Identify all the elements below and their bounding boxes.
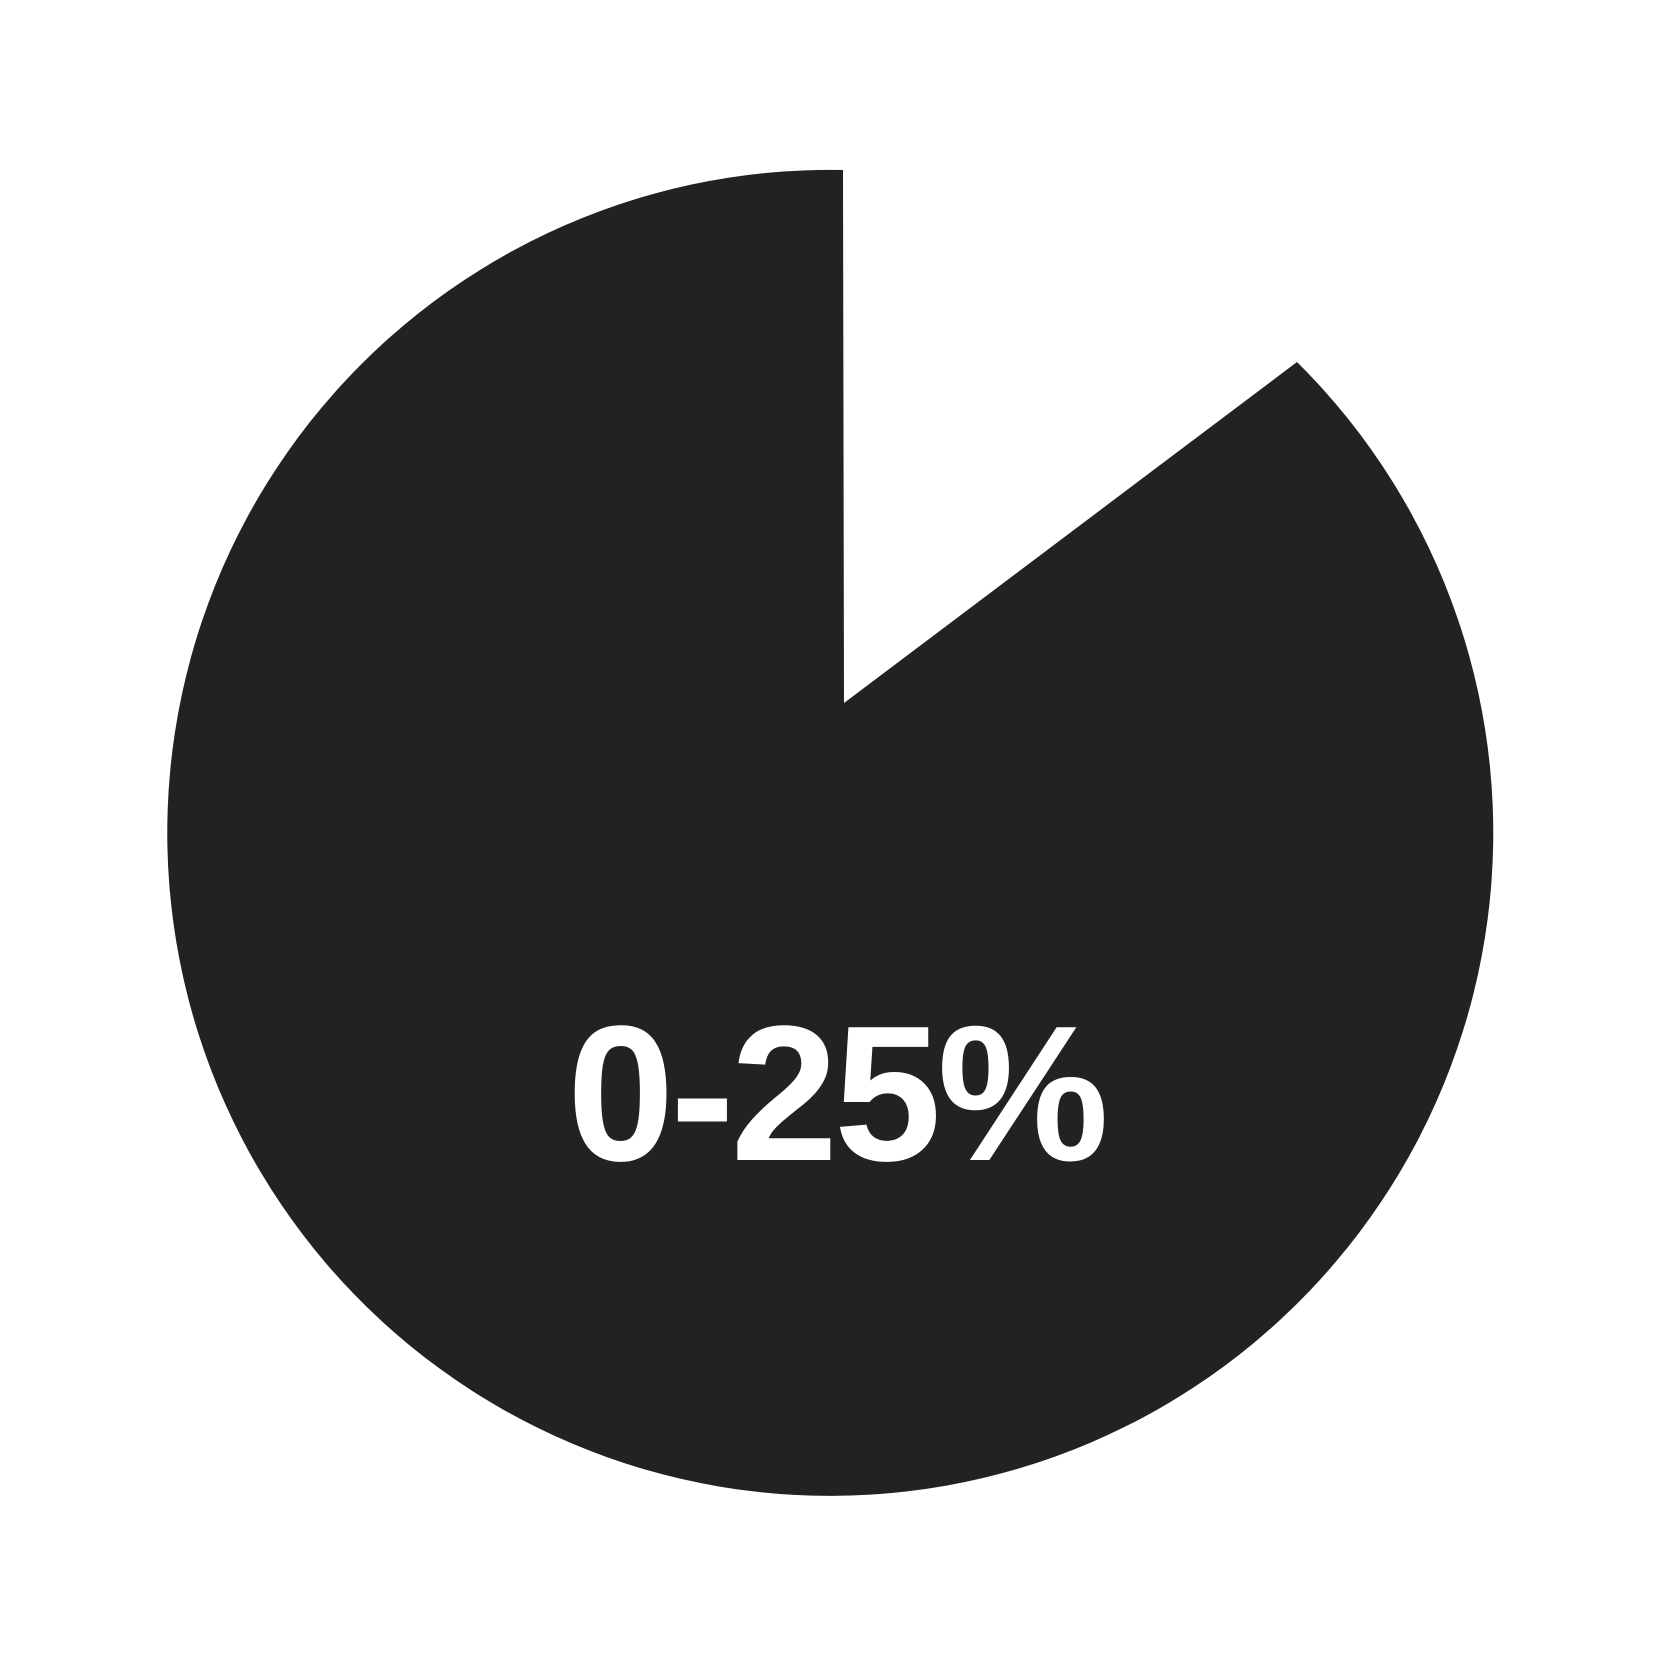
pie-slice-shape [167, 169, 1494, 1496]
pie-label: 0-25% [567, 985, 1105, 1201]
